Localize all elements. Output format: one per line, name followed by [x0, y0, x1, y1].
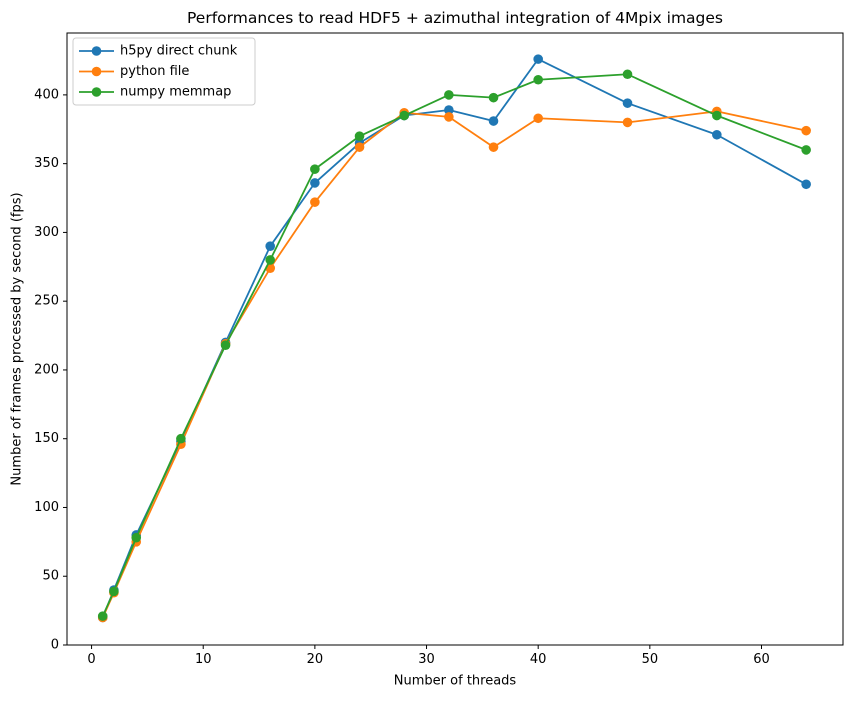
data-point-python-file — [533, 113, 543, 124]
data-point-numpy-memmap — [109, 586, 119, 597]
data-point-numpy-memmap — [622, 69, 633, 80]
y-tick-label: 150 — [34, 431, 59, 446]
legend-item-numpy-memmap: numpy memmap — [79, 85, 231, 100]
data-point-python-file — [310, 197, 320, 207]
legend-marker-python-file — [91, 66, 102, 77]
data-point-python-file — [488, 142, 499, 152]
data-point-h5py-direct-chunk — [712, 129, 722, 140]
y-tick-label: 0 — [51, 638, 59, 653]
y-tick-label: 250 — [34, 294, 59, 309]
data-point-numpy-memmap — [399, 110, 409, 121]
data-point-python-file — [801, 125, 811, 136]
x-tick-label: 20 — [307, 652, 324, 667]
data-point-h5py-direct-chunk — [801, 179, 811, 190]
legend-box — [72, 37, 256, 106]
data-point-numpy-memmap — [131, 532, 142, 543]
series-h5py-direct-chunk — [97, 54, 811, 623]
series-line-numpy-memmap — [101, 73, 807, 617]
legend-label-numpy-memmap: numpy memmap — [120, 85, 231, 100]
legend-label-h5py-direct-chunk: h5py direct chunk — [120, 44, 238, 59]
data-point-numpy-memmap — [533, 74, 543, 85]
data-point-numpy-memmap — [176, 433, 186, 444]
x-tick-label: 0 — [87, 652, 95, 667]
series-group — [97, 54, 811, 623]
legend-item-python-file: python file — [79, 64, 189, 79]
x-axis-label: Number of threads — [394, 674, 517, 689]
data-point-h5py-direct-chunk — [444, 105, 454, 115]
series-numpy-memmap — [97, 69, 811, 621]
data-point-numpy-memmap — [712, 110, 722, 121]
data-point-python-file — [354, 142, 365, 152]
y-tick-label: 50 — [42, 569, 59, 584]
data-point-h5py-direct-chunk — [622, 98, 633, 108]
y-tick-label: 350 — [34, 156, 59, 171]
data-point-numpy-memmap — [220, 340, 231, 350]
x-tick-label: 10 — [195, 652, 212, 667]
y-axis-label: Number of frames processed by second (fp… — [10, 192, 25, 485]
axes: 0 10 20 30 40 50 60 0 50 100 150 200 250 300 350 400 — [34, 32, 844, 667]
x-tick-label: 30 — [418, 652, 435, 667]
x-tick-label: 60 — [753, 652, 770, 667]
legend: h5py direct chunk python file numpy memmap — [72, 37, 256, 106]
data-point-python-file — [622, 117, 633, 128]
chart-title: Performances to read HDF5 + azimuthal in… — [187, 9, 723, 27]
data-point-numpy-memmap — [310, 164, 320, 174]
legend-marker-h5py-direct-chunk — [91, 46, 102, 56]
series-python-file — [97, 106, 811, 623]
y-tick-label: 400 — [34, 87, 59, 102]
data-point-numpy-memmap — [354, 131, 365, 141]
data-point-h5py-direct-chunk — [488, 116, 499, 126]
x-tick-label: 40 — [530, 652, 547, 667]
legend-marker-numpy-memmap — [91, 87, 102, 97]
legend-label-python-file: python file — [120, 64, 189, 79]
x-tick-label: 50 — [642, 652, 659, 667]
data-point-numpy-memmap — [488, 92, 499, 103]
legend-item-h5py-direct-chunk: h5py direct chunk — [79, 44, 238, 59]
data-point-numpy-memmap — [444, 90, 454, 100]
data-point-python-file — [444, 112, 454, 122]
series-line-h5py-direct-chunk — [101, 58, 807, 618]
data-point-numpy-memmap — [97, 611, 108, 621]
data-point-h5py-direct-chunk — [310, 178, 320, 188]
data-point-numpy-memmap — [801, 145, 811, 155]
y-tick-label: 200 — [34, 362, 59, 377]
data-point-h5py-direct-chunk — [265, 241, 276, 251]
series-line-python-file — [101, 110, 807, 618]
plot-spines — [66, 32, 844, 646]
y-tick-label: 300 — [34, 225, 59, 240]
data-point-h5py-direct-chunk — [533, 54, 543, 64]
data-point-numpy-memmap — [265, 255, 276, 265]
y-tick-label: 100 — [34, 500, 59, 515]
